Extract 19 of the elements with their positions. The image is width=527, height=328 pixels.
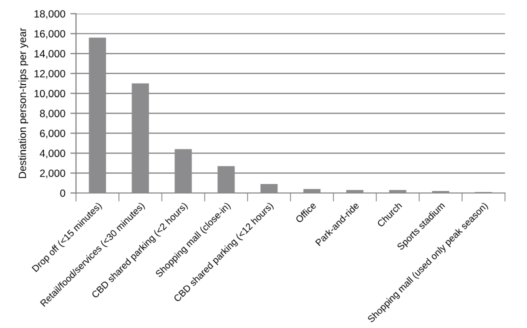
y-tick-label: 0	[60, 190, 66, 197]
y-tick-label: 12,000	[34, 70, 66, 79]
y-tick-label: 16,000	[34, 30, 66, 39]
y-tick-label: 4,000	[40, 150, 66, 158]
bar	[389, 190, 406, 193]
y-tick-label: 8,000	[40, 110, 66, 118]
y-tick-label: 18,000	[34, 10, 66, 19]
y-axis-title: Destination person-trips per year	[18, 28, 28, 178]
bar	[260, 184, 278, 193]
bar	[132, 83, 149, 193]
bar	[303, 189, 321, 193]
bar	[174, 149, 192, 193]
y-tick-label: 6,000	[40, 130, 66, 138]
bar	[88, 38, 106, 193]
y-tick-label: 10,000	[34, 90, 66, 98]
y-tick-label: 14,000	[34, 50, 66, 59]
y-tick-label: 2,000	[40, 170, 66, 178]
bar	[218, 166, 235, 193]
bar	[346, 190, 364, 193]
